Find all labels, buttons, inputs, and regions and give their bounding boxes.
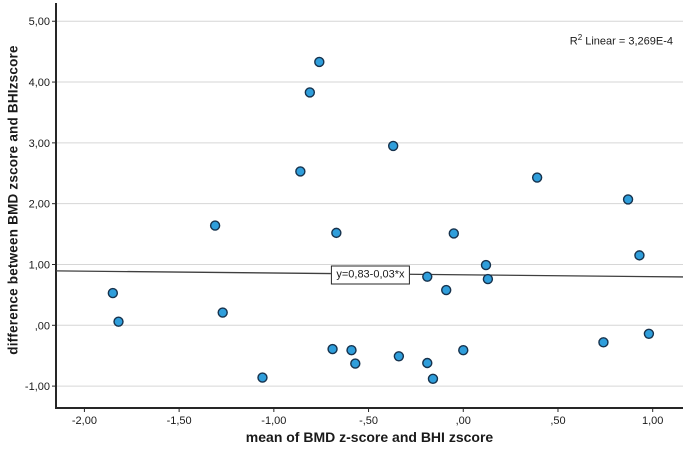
data-point: [531, 172, 543, 183]
y-tick-label: 1,00: [29, 259, 50, 271]
data-point: [482, 273, 494, 285]
x-axis-title: mean of BMD z-score and BHI zscore: [245, 429, 494, 445]
data-point: [304, 87, 316, 98]
data-point: [387, 140, 399, 152]
x-tick-label: ,00: [456, 415, 471, 427]
x-tick-label: -1,00: [261, 415, 286, 427]
r-squared-base: R: [569, 35, 578, 48]
data-point: [217, 307, 228, 318]
data-point: [331, 227, 342, 239]
data-point: [393, 351, 405, 362]
data-point: [458, 345, 469, 356]
data-point: [295, 166, 306, 177]
y-tick-label: 4,00: [29, 77, 50, 89]
data-point: [643, 328, 655, 340]
x-tick-label: -2,00: [72, 415, 97, 427]
r-squared-sup: 2: [577, 33, 583, 42]
x-tick-label: ,50: [550, 415, 565, 427]
data-point: [422, 271, 433, 282]
r-squared-rest: Linear = 3,269E-4: [582, 35, 673, 48]
data-point: [480, 259, 492, 271]
regression-equation-label: y=0,83-0,03*x: [331, 265, 410, 285]
data-point: [107, 287, 119, 299]
r-squared-annotation: R2 Linear = 3,269E-4: [570, 33, 673, 48]
y-tick-label: ,00: [35, 320, 50, 332]
x-tick-label: -1,50: [167, 415, 192, 427]
data-point: [448, 228, 459, 239]
data-point: [346, 345, 357, 356]
x-tick-label: -,50: [359, 415, 378, 427]
data-point: [113, 316, 124, 327]
x-tick-label: 1,00: [642, 415, 663, 427]
data-point: [350, 358, 361, 369]
y-tick-label: -1,00: [25, 381, 50, 393]
data-point: [441, 284, 452, 296]
data-point: [598, 337, 609, 348]
data-point: [257, 372, 268, 383]
data-point: [634, 250, 645, 261]
data-point: [314, 56, 325, 68]
y-tick-label: 5,00: [29, 16, 50, 28]
data-point: [622, 194, 634, 205]
y-tick-label: 2,00: [29, 199, 50, 211]
y-tick-label: 3,00: [29, 138, 50, 150]
data-point: [427, 373, 439, 385]
y-axis-title: difference between BMD zscore and BHIzsc…: [5, 45, 21, 355]
data-point: [422, 357, 433, 369]
data-point: [209, 220, 221, 231]
data-point: [327, 343, 338, 355]
